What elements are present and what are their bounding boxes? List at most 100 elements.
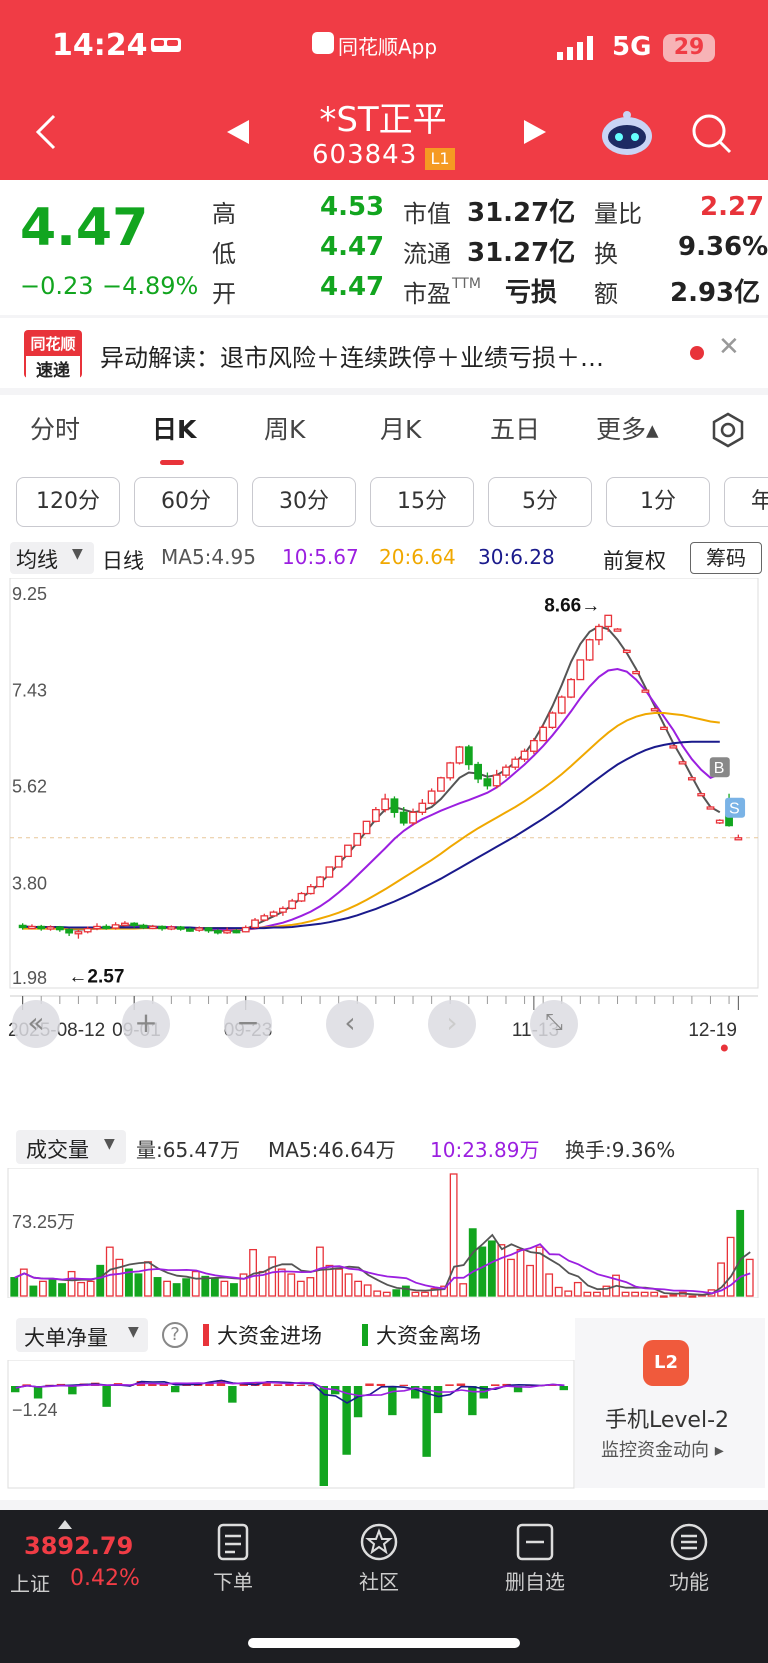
turn-value: 9.36%: [678, 232, 768, 262]
candle-body: [650, 708, 659, 712]
nav-community[interactable]: 社区: [346, 1522, 412, 1595]
volume-bar: [201, 1275, 210, 1297]
adjust-mode[interactable]: 前复权: [603, 549, 666, 573]
latest-date-dot: [720, 1044, 728, 1052]
volume-bar: [430, 1288, 439, 1297]
chip-button[interactable]: 筹码: [690, 542, 762, 574]
candle-body: [446, 762, 455, 779]
settings-icon[interactable]: [710, 412, 746, 452]
volume-bar: [526, 1264, 534, 1297]
ma20-value: 20:6.64: [379, 545, 456, 569]
news-logo: 同花顺 速递: [24, 330, 82, 381]
chevron-down-icon: ▼: [128, 1324, 139, 1340]
sell-marker-bg: [725, 797, 746, 818]
period-30m[interactable]: 30分: [252, 477, 356, 527]
tab-more[interactable]: 更多▴: [596, 415, 659, 444]
volume-ma5: MA5:46.64万: [268, 1138, 396, 1162]
volume-bar: [182, 1278, 191, 1297]
tab-weekly-k[interactable]: 周K: [264, 415, 306, 444]
candle-body: [223, 930, 232, 934]
netflow-bar: [319, 1386, 328, 1486]
volume-chart[interactable]: 73.25万: [0, 1168, 768, 1298]
volume-bar: [688, 1295, 697, 1298]
candle-body: [353, 832, 362, 846]
robot-icon[interactable]: [600, 110, 654, 156]
period-120m[interactable]: 120分: [16, 477, 120, 527]
tab-fenshi[interactable]: 分时: [30, 415, 81, 444]
period-5m[interactable]: 5分: [488, 477, 592, 527]
netflow-bar: [159, 1384, 168, 1386]
fullscreen-icon[interactable]: ⤡: [530, 1000, 578, 1048]
level2-title: 手机Level-2: [605, 1408, 730, 1433]
candle-body: [111, 924, 120, 929]
mcap-label: 市值: [403, 200, 451, 228]
volume-bar: [29, 1285, 38, 1297]
candle-body: [28, 925, 36, 930]
volume-bar: [268, 1256, 277, 1297]
candle-body: [37, 925, 46, 930]
tab-monthly-k[interactable]: 月K: [380, 415, 422, 444]
candle-body: [669, 745, 678, 749]
volume-selector[interactable]: 成交量 ▼: [16, 1130, 126, 1164]
nav-functions[interactable]: 功能: [656, 1522, 722, 1595]
netflow-chart[interactable]: −1.24: [0, 1360, 575, 1490]
scroll-left-icon[interactable]: ‹: [326, 1000, 374, 1048]
buy-marker: B: [714, 760, 725, 777]
candle-body: [604, 614, 613, 628]
home-indicator[interactable]: [248, 1638, 520, 1648]
candle-body: [158, 925, 166, 930]
candle-body: [65, 928, 74, 934]
amt-value: 2.93亿: [670, 278, 761, 308]
netflow-bar: [239, 1383, 248, 1386]
nav-order[interactable]: 下单: [200, 1522, 266, 1595]
search-icon[interactable]: [690, 112, 734, 160]
tab-five-day[interactable]: 五日: [490, 415, 541, 444]
volume-bar: [19, 1268, 28, 1297]
back-icon[interactable]: [32, 112, 62, 152]
next-stock-icon[interactable]: [522, 118, 548, 150]
candle-body: [130, 922, 139, 927]
netflow-selector-label: 大单净量: [24, 1326, 108, 1350]
period-year[interactable]: 年: [724, 477, 768, 527]
nav-remove-watchlist-label: 删自选: [505, 1570, 565, 1594]
scroll-right-icon[interactable]: ›: [428, 1000, 476, 1048]
float-value: 31.27亿: [467, 238, 576, 268]
y-tick-label: 9.25: [12, 584, 47, 604]
help-icon[interactable]: ?: [162, 1322, 188, 1348]
mcap-value: 31.27亿: [467, 198, 576, 228]
volume-bar: [344, 1273, 353, 1297]
index-value[interactable]: 3892.79: [24, 1532, 134, 1560]
volume-bar: [115, 1258, 124, 1297]
period-1m[interactable]: 1分: [606, 477, 710, 527]
candle-body: [46, 926, 55, 930]
netflow-selector[interactable]: 大单净量 ▼: [16, 1318, 148, 1352]
volume-bar: [58, 1283, 66, 1297]
prev-stock-icon[interactable]: [225, 118, 251, 150]
expand-up-icon[interactable]: [58, 1520, 72, 1529]
period-60m[interactable]: 60分: [134, 477, 238, 527]
close-icon[interactable]: ✕: [718, 332, 740, 362]
kline-chart[interactable]: 9.257.435.623.801.988.66→←2.57BS2025-08-…: [0, 578, 768, 1078]
collapse-icon[interactable]: «: [12, 1000, 60, 1048]
candle-body: [632, 670, 641, 675]
zoom-out-icon[interactable]: −: [224, 1000, 272, 1048]
period-15m[interactable]: 15分: [370, 477, 474, 527]
volume-bar: [296, 1280, 305, 1297]
netflow-frame: [7, 1360, 575, 1489]
volume-bar: [659, 1295, 668, 1298]
news-logo-top: 同花顺: [30, 335, 76, 353]
netflow-bar: [11, 1386, 20, 1393]
volume-bar: [239, 1273, 248, 1297]
ma-selector[interactable]: 均线 ▼: [10, 542, 94, 574]
status-app: 同花顺App: [338, 35, 438, 59]
level2-promo[interactable]: L2 手机Level-2 监控资金动向 ▸: [575, 1318, 765, 1488]
candle-body: [455, 746, 464, 764]
zoom-in-icon[interactable]: +: [122, 1000, 170, 1048]
volume-bar: [144, 1261, 152, 1297]
nav-remove-watchlist[interactable]: 删自选: [496, 1522, 574, 1595]
volume-bar: [640, 1291, 649, 1297]
buy-marker-bg: [709, 757, 730, 778]
pe-value: 亏损: [505, 278, 558, 308]
news-banner[interactable]: 同花顺 速递 异动解读：退市风险＋连续跌停＋业绩亏损＋… ✕: [0, 318, 768, 388]
tab-daily-k[interactable]: 日K: [152, 415, 197, 444]
